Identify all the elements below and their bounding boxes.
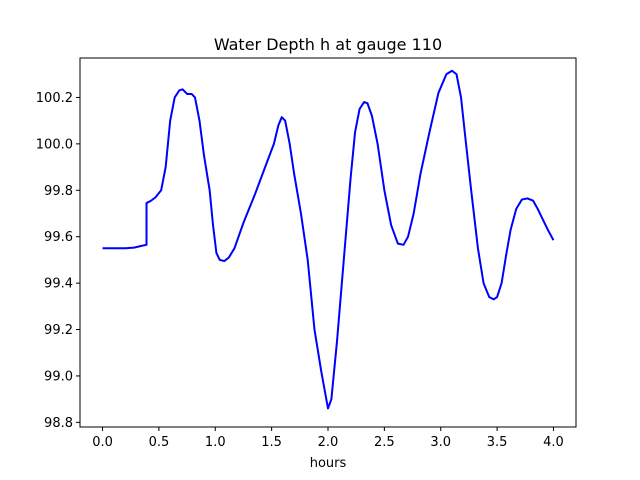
x-tick-label: 0.0	[92, 435, 113, 450]
y-axis: 98.8 99.0 99.2 99.4 99.6 99.8 100.0 100.2	[36, 91, 80, 431]
x-tick-label: 2.5	[374, 435, 395, 450]
y-tick-label: 99.6	[44, 230, 73, 245]
y-tick-label: 99.4	[44, 277, 73, 292]
series-line-0	[102, 69, 555, 410]
y-tick-label: 98.8	[44, 416, 73, 431]
x-tick-label: 3.5	[487, 435, 508, 450]
y-tick-label: 100.0	[36, 137, 73, 152]
x-tick-label: 3.0	[430, 435, 451, 450]
y-tick-label: 99.2	[44, 323, 73, 338]
y-tick-label: 99.8	[44, 184, 73, 199]
x-tick-label: 2.0	[318, 435, 339, 450]
x-axis: 0.0 0.5 1.0 1.5 2.0 2.5 3.0 3.5 4.0	[92, 427, 564, 450]
x-tick-label: 1.0	[205, 435, 226, 450]
x-axis-label: hours	[310, 456, 347, 471]
chart-title: Water Depth h at gauge 110	[214, 35, 442, 54]
x-tick-label: 1.5	[261, 435, 282, 450]
x-tick-label: 4.0	[543, 435, 564, 450]
y-tick-label: 100.2	[36, 91, 73, 106]
x-tick-label: 0.5	[149, 435, 170, 450]
y-tick-label: 99.0	[44, 369, 73, 384]
